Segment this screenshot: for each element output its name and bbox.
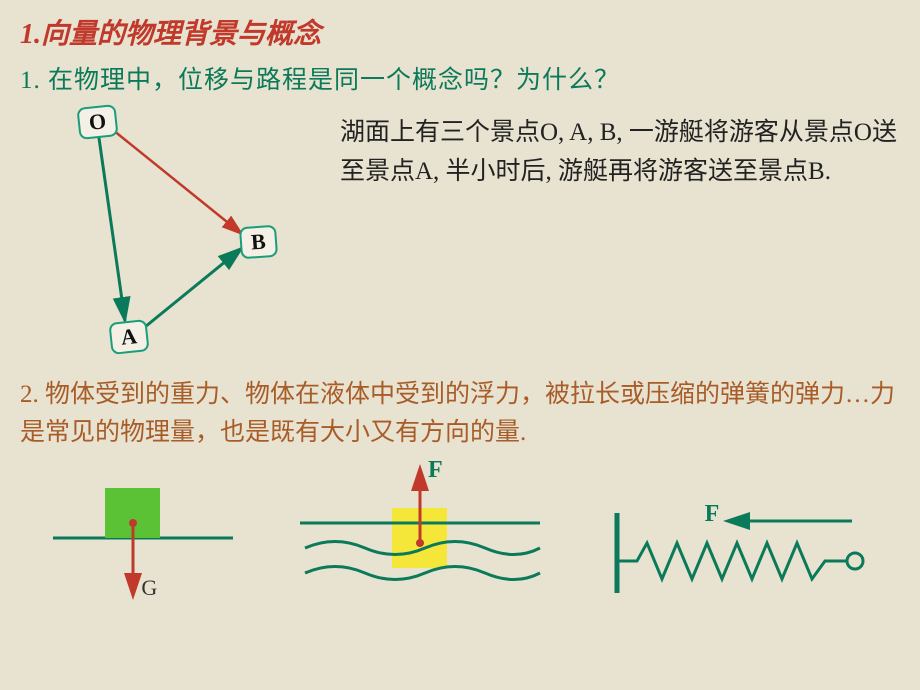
page-title: 1.向量的物理背景与概念: [20, 12, 900, 52]
diagram-buoyancy: F: [290, 463, 550, 603]
physics-diagrams-row: G F: [20, 463, 900, 603]
buoyancy-svg: [290, 463, 550, 603]
diagram-gravity: G: [43, 473, 243, 603]
oab-svg: [20, 106, 340, 356]
node-a: A: [108, 319, 149, 355]
spring-svg: [597, 483, 877, 603]
question-1: 1. 在物理中，位移与路程是同一个概念吗？为什么？: [20, 60, 900, 96]
diagram-spring: F: [597, 483, 877, 603]
node-b: B: [239, 225, 278, 259]
label-f-spring: F: [705, 501, 720, 528]
label-g: G: [141, 575, 157, 601]
diagram-oab: O A B: [20, 106, 340, 356]
section-1: O A B 湖面上有三个景点O, A, B, 一游艇将游客从景点O送至景点A, …: [20, 106, 900, 356]
question-2: 2. 物体受到的重力、物体在液体中受到的浮力，被拉长或压缩的弹簧的弹力…力是常见…: [20, 376, 900, 451]
node-o: O: [76, 104, 118, 140]
label-f-buoyancy: F: [428, 457, 443, 484]
description-1: 湖面上有三个景点O, A, B, 一游艇将游客从景点O送至景点A, 半小时后, …: [340, 106, 900, 192]
